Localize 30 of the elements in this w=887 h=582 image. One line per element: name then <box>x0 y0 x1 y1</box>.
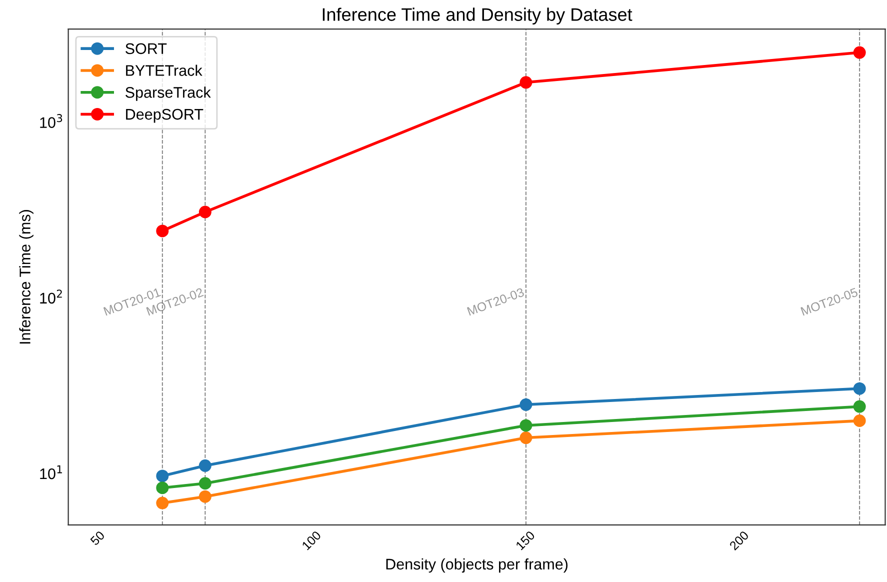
point <box>520 432 532 444</box>
point <box>198 477 212 490</box>
point <box>853 382 866 395</box>
point <box>520 419 532 432</box>
x-tick-label: 150 <box>515 530 536 550</box>
point <box>156 496 169 510</box>
legend-label: SparseTrack <box>126 86 211 101</box>
point <box>853 46 866 59</box>
y-axis-title: Inference Time (ms) <box>19 210 34 344</box>
point <box>520 76 532 89</box>
y-tick-label: 10$^{1}$ <box>40 465 62 480</box>
x-tick-label: 200 <box>728 530 750 551</box>
x-axis-title: Density (objects per frame) <box>386 558 568 573</box>
y-tick-label: 10$^{2}$ <box>40 290 62 304</box>
point <box>156 470 169 482</box>
point <box>853 400 866 413</box>
point <box>156 482 169 494</box>
point <box>198 490 212 503</box>
legend-label: BYTETrack <box>126 64 202 76</box>
point <box>853 414 866 428</box>
y-tick-label: 10$^{3}$ <box>40 114 62 128</box>
chart-title: Inference Time and Density by Dataset <box>322 8 632 25</box>
x-tick-label: 100 <box>302 530 322 550</box>
point <box>520 398 532 411</box>
legend-label: DeepSORT <box>126 108 204 123</box>
x-tick-label: 50 <box>90 530 106 546</box>
point <box>198 206 212 218</box>
legend-label: SORT <box>126 43 167 54</box>
point <box>156 224 169 238</box>
point <box>198 459 212 472</box>
